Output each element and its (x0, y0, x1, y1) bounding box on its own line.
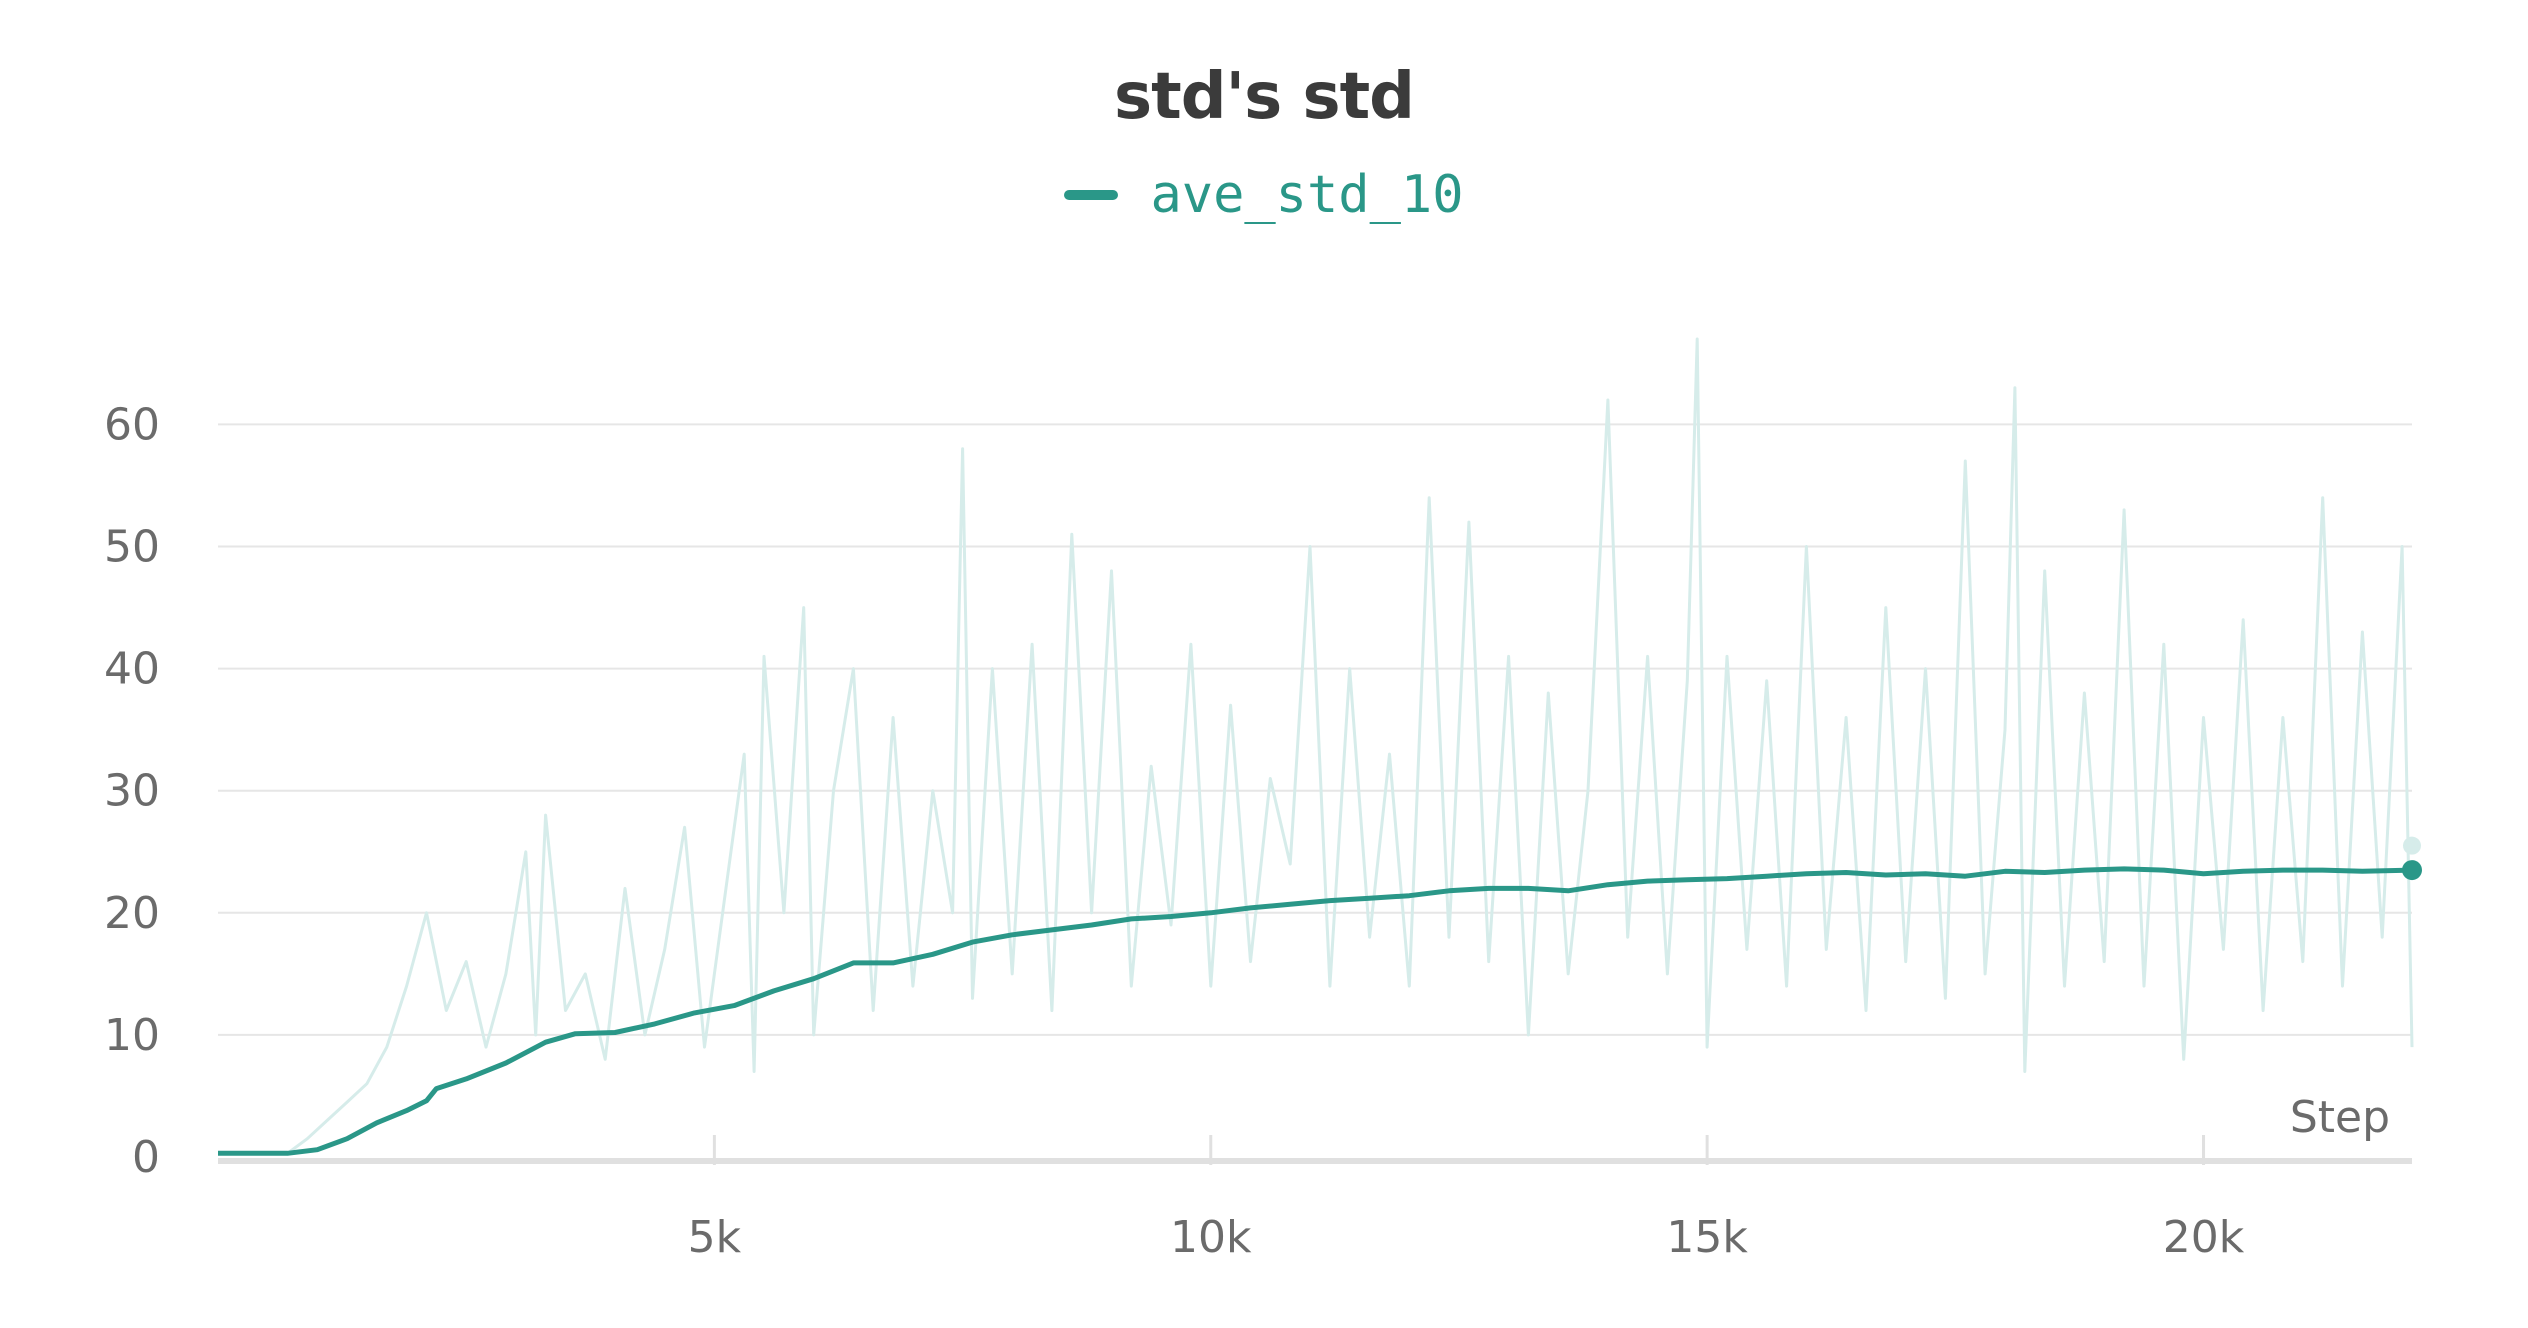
smoothed-end-point (2402, 860, 2422, 881)
raw-end-point (2403, 836, 2421, 855)
legend: ave_std_10 (0, 165, 2528, 225)
y-tick-label: 60 (104, 399, 160, 450)
x-tick-label: 5k (688, 1212, 742, 1263)
raw-series (218, 337, 2421, 1155)
legend-swatch (1064, 190, 1119, 200)
chart-title: std's std (1114, 60, 1415, 134)
x-tick-label: 15k (1666, 1212, 1748, 1263)
y-tick-label: 0 (132, 1132, 160, 1183)
raw-series-line (218, 337, 2414, 1155)
tick-labels: 0 10 20 30 40 50 60 5k 10k 15k 20k Step (104, 399, 2390, 1263)
y-tick-label: 40 (104, 644, 160, 695)
smoothed-series (218, 860, 2422, 1156)
y-tick-label: 10 (104, 1010, 160, 1061)
smoothed-series-line (218, 866, 2413, 1156)
axes (218, 1135, 2412, 1165)
y-tick-label: 20 (104, 888, 160, 939)
x-tick-label: 20k (2163, 1212, 2245, 1263)
x-tick-label: 10k (1170, 1212, 1252, 1263)
y-tick-label: 50 (104, 522, 160, 573)
legend-label: ave_std_10 (1150, 165, 1464, 225)
x-axis-label: Step (2290, 1092, 2390, 1143)
y-tick-label: 30 (104, 766, 160, 817)
